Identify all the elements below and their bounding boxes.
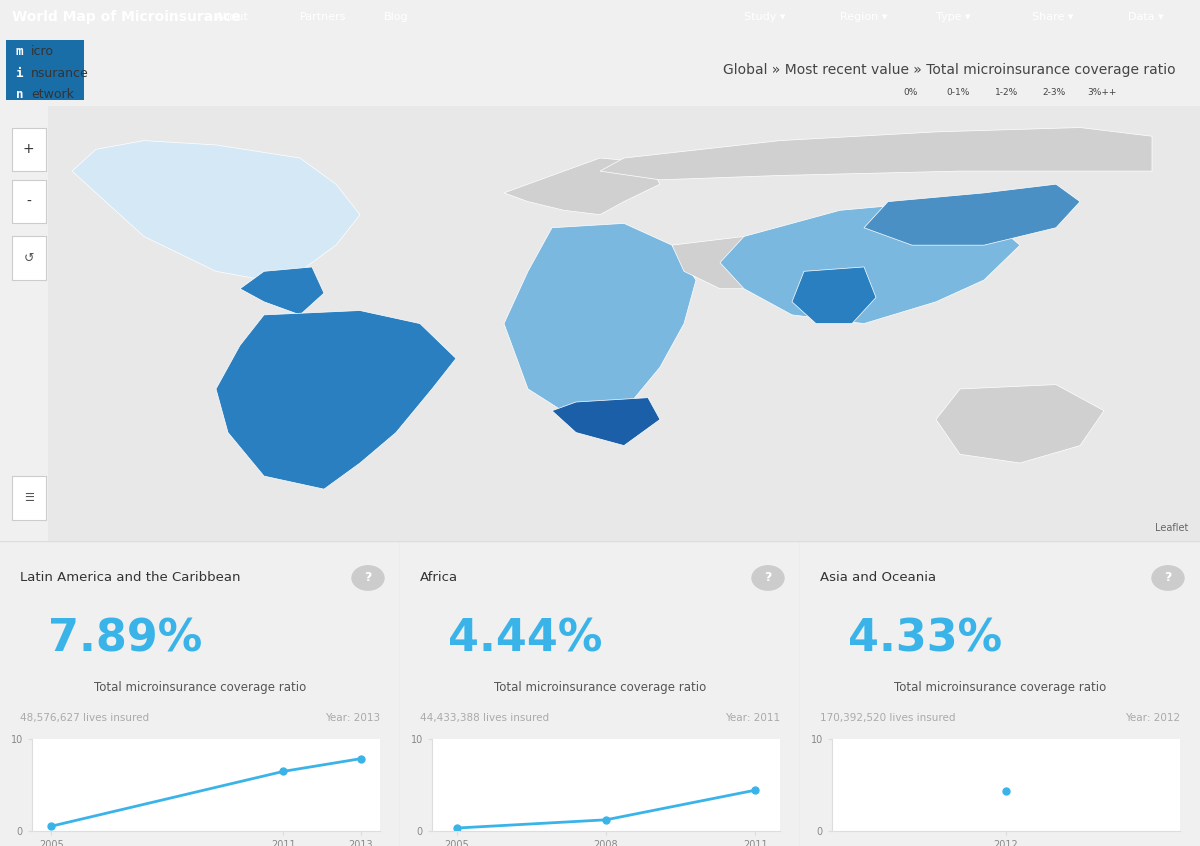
Text: World Map of Microinsurance: World Map of Microinsurance — [12, 10, 241, 24]
Polygon shape — [552, 398, 660, 446]
FancyBboxPatch shape — [12, 128, 46, 171]
Polygon shape — [672, 236, 780, 288]
Polygon shape — [720, 201, 1020, 324]
Text: ?: ? — [764, 572, 772, 585]
Text: 0%: 0% — [904, 88, 917, 97]
Text: Blog: Blog — [384, 12, 409, 22]
Polygon shape — [216, 310, 456, 489]
Text: 4.33%: 4.33% — [848, 618, 1002, 661]
Text: Latin America and the Caribbean: Latin America and the Caribbean — [20, 572, 240, 585]
FancyBboxPatch shape — [888, 114, 932, 150]
Text: About: About — [216, 12, 248, 22]
Text: Data ▾: Data ▾ — [1128, 12, 1164, 22]
Text: 3%++: 3%++ — [1087, 88, 1117, 97]
Text: 4.44%: 4.44% — [448, 618, 602, 661]
Text: Total microinsurance coverage ratio: Total microinsurance coverage ratio — [894, 681, 1106, 694]
FancyBboxPatch shape — [1080, 114, 1124, 150]
Text: 170,392,520 lives insured: 170,392,520 lives insured — [820, 713, 955, 723]
Text: 1-2%: 1-2% — [995, 88, 1018, 97]
FancyBboxPatch shape — [936, 114, 980, 150]
FancyBboxPatch shape — [876, 71, 1164, 158]
Polygon shape — [504, 158, 660, 215]
Circle shape — [1152, 566, 1184, 591]
Text: Total microinsurance coverage ratio: Total microinsurance coverage ratio — [494, 681, 706, 694]
FancyBboxPatch shape — [1032, 114, 1076, 150]
Text: Year: 2012: Year: 2012 — [1124, 713, 1180, 723]
Text: Year: 2011: Year: 2011 — [725, 713, 780, 723]
Text: 0-1%: 0-1% — [947, 88, 970, 97]
FancyBboxPatch shape — [6, 40, 84, 100]
Circle shape — [352, 566, 384, 591]
Text: 2-3%: 2-3% — [1043, 88, 1066, 97]
Polygon shape — [936, 385, 1104, 463]
Text: ↺: ↺ — [24, 252, 34, 265]
FancyBboxPatch shape — [12, 476, 46, 519]
Text: Leaflet: Leaflet — [1154, 523, 1188, 533]
Text: Asia and Oceania: Asia and Oceania — [820, 572, 936, 585]
Text: nsurance: nsurance — [31, 67, 89, 80]
Text: Study ▾: Study ▾ — [744, 12, 786, 22]
Text: Share ▾: Share ▾ — [1032, 12, 1074, 22]
Polygon shape — [864, 184, 1080, 245]
FancyBboxPatch shape — [12, 236, 46, 280]
Text: +: + — [23, 142, 35, 157]
Text: 44,433,388 lives insured: 44,433,388 lives insured — [420, 713, 550, 723]
Text: ?: ? — [365, 572, 372, 585]
Text: Total microinsurance coverage ratio: Total microinsurance coverage ratio — [94, 681, 306, 694]
Text: m: m — [16, 46, 23, 58]
FancyBboxPatch shape — [12, 180, 46, 223]
Text: Region ▾: Region ▾ — [840, 12, 887, 22]
Text: Global » Most recent value » Total microinsurance coverage ratio: Global » Most recent value » Total micro… — [724, 63, 1176, 77]
Circle shape — [752, 566, 784, 591]
Text: Partners: Partners — [300, 12, 347, 22]
Text: Africa: Africa — [420, 572, 458, 585]
Text: -: - — [26, 195, 31, 209]
Text: 7.89%: 7.89% — [48, 618, 203, 661]
Text: Type ▾: Type ▾ — [936, 12, 971, 22]
FancyBboxPatch shape — [984, 114, 1028, 150]
Text: Year: 2013: Year: 2013 — [325, 713, 380, 723]
Text: n: n — [16, 89, 23, 102]
Polygon shape — [600, 128, 1152, 180]
Polygon shape — [504, 223, 696, 420]
Polygon shape — [792, 267, 876, 324]
Text: 48,576,627 lives insured: 48,576,627 lives insured — [20, 713, 149, 723]
Text: ?: ? — [1164, 572, 1171, 585]
Text: icro: icro — [31, 46, 54, 58]
Text: etwork: etwork — [31, 89, 74, 102]
Polygon shape — [72, 140, 360, 280]
Text: i: i — [16, 67, 23, 80]
Text: ☰: ☰ — [24, 493, 34, 503]
Polygon shape — [240, 267, 324, 315]
